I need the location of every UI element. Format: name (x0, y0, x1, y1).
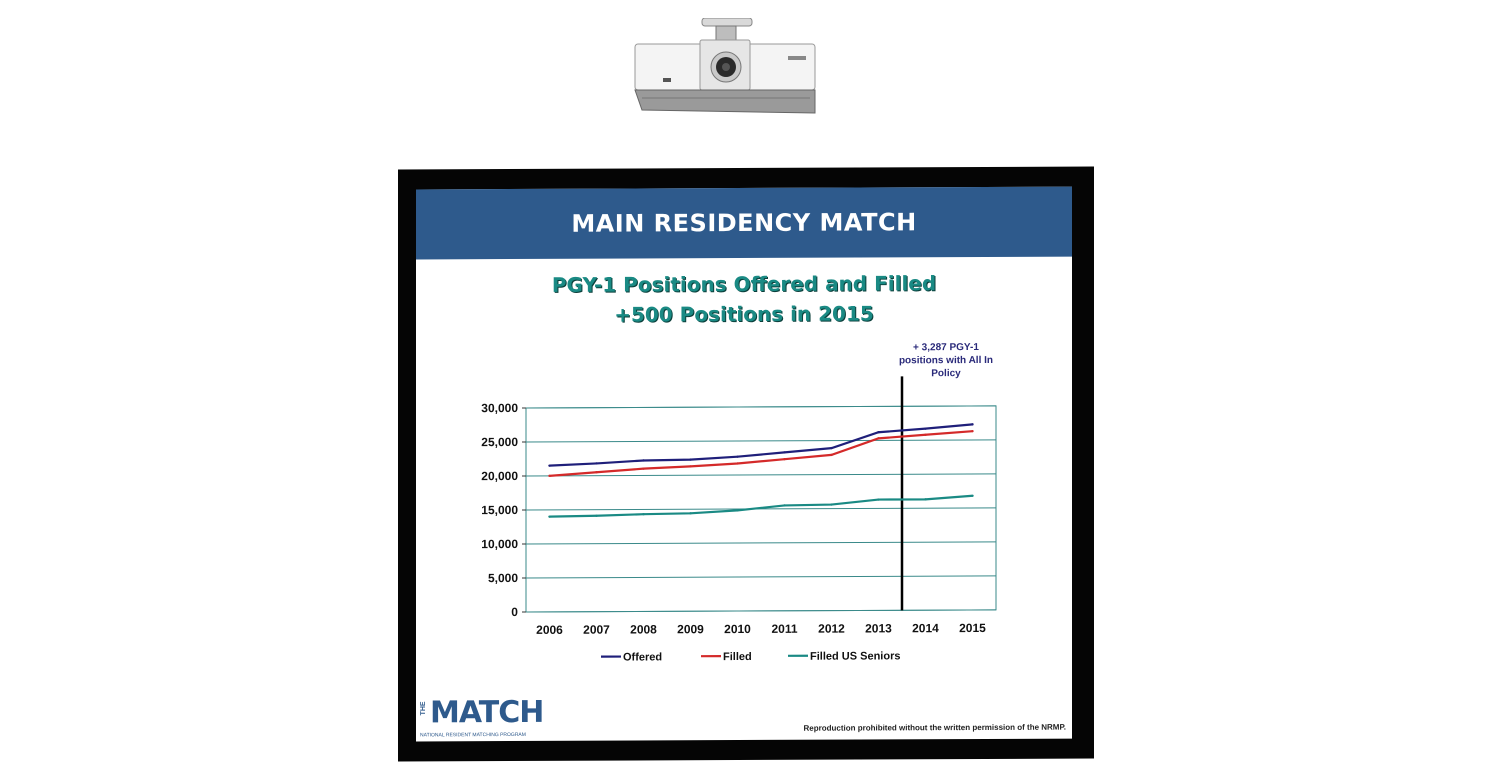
data-point (877, 431, 880, 434)
gridline (526, 439, 996, 443)
projector-image (634, 18, 816, 114)
y-tick-label: 15,000 (481, 503, 518, 517)
data-point (783, 504, 786, 507)
projection-screen: MAIN RESIDENCY MATCH PGY-1 Positions Off… (398, 166, 1094, 762)
data-point (971, 429, 974, 433)
data-point (548, 464, 551, 467)
data-point (877, 437, 880, 440)
data-point (971, 494, 974, 497)
data-point (548, 474, 551, 478)
y-tick-label: 20,000 (481, 469, 518, 483)
data-point (642, 467, 645, 470)
y-tick-label: 25,000 (481, 435, 518, 449)
data-point (830, 446, 833, 450)
x-tick-label: 2011 (771, 622, 797, 636)
series-line-offered (549, 423, 973, 467)
data-point (548, 515, 551, 518)
data-point (689, 512, 692, 515)
data-point (595, 462, 598, 465)
data-point (689, 465, 692, 468)
y-tick-label: 0 (511, 605, 518, 619)
x-tick-label: 2015 (959, 621, 986, 635)
data-point (595, 471, 598, 474)
x-tick-label: 2010 (724, 622, 751, 636)
data-point (971, 423, 974, 426)
slide-banner: MAIN RESIDENCY MATCH (416, 186, 1072, 260)
logo-the-text: THE (420, 701, 427, 716)
data-point (642, 459, 645, 462)
x-tick-label: 2014 (912, 621, 939, 635)
data-point (783, 451, 786, 454)
y-tick-label: 5,000 (488, 571, 518, 585)
chart-subtitle-line1: PGY-1 Positions Offered and Filled (551, 271, 937, 297)
gridline (526, 575, 996, 579)
data-point (924, 433, 927, 436)
data-point (689, 458, 692, 461)
data-point (877, 498, 880, 501)
x-tick-label: 2007 (583, 623, 610, 637)
line-chart: 0 5,000 10,000 15,000 20,000 25,000 30,000 2006… (481, 376, 997, 664)
x-tick-label: 2008 (630, 622, 657, 636)
logo-subtitle-text: NATIONAL RESIDENT MATCHING PROGRAM (420, 731, 526, 739)
slide: MAIN RESIDENCY MATCH PGY-1 Positions Off… (416, 186, 1072, 742)
data-point (924, 498, 927, 501)
match-logo: THE MATCH NATIONAL RESIDENT MATCHING PRO… (420, 695, 543, 740)
series-line-filled (549, 430, 973, 477)
gridline (526, 541, 996, 545)
gridline (526, 405, 996, 409)
x-tick-label: 2012 (818, 622, 845, 636)
legend-label: Filled US Seniors (810, 650, 900, 662)
data-point (642, 513, 645, 516)
x-tick-label: 2013 (865, 621, 892, 635)
data-point (595, 514, 598, 517)
legend-label: Offered (623, 651, 662, 663)
y-tick-label: 30,000 (481, 401, 518, 415)
data-point (736, 455, 739, 458)
series-line-filled-us-seniors (549, 494, 973, 518)
legend-label: Filled (723, 651, 752, 663)
footer-note: Reproduction prohibited without the writ… (803, 722, 1066, 733)
x-tick-label: 2006 (536, 623, 563, 637)
data-point (830, 503, 833, 506)
data-point (736, 462, 739, 465)
x-tick-label: 2009 (677, 622, 704, 636)
chart-subtitle-line2: +500 Positions in 2015 (614, 301, 874, 327)
y-tick-label: 10,000 (481, 537, 518, 551)
banner-title: MAIN RESIDENCY MATCH (571, 208, 917, 238)
data-point (830, 453, 833, 457)
data-point (924, 427, 927, 430)
gridline (526, 609, 996, 613)
data-point (783, 457, 786, 461)
data-point (736, 509, 739, 512)
logo-match-text: MATCH (430, 694, 544, 731)
gridline (526, 473, 996, 477)
